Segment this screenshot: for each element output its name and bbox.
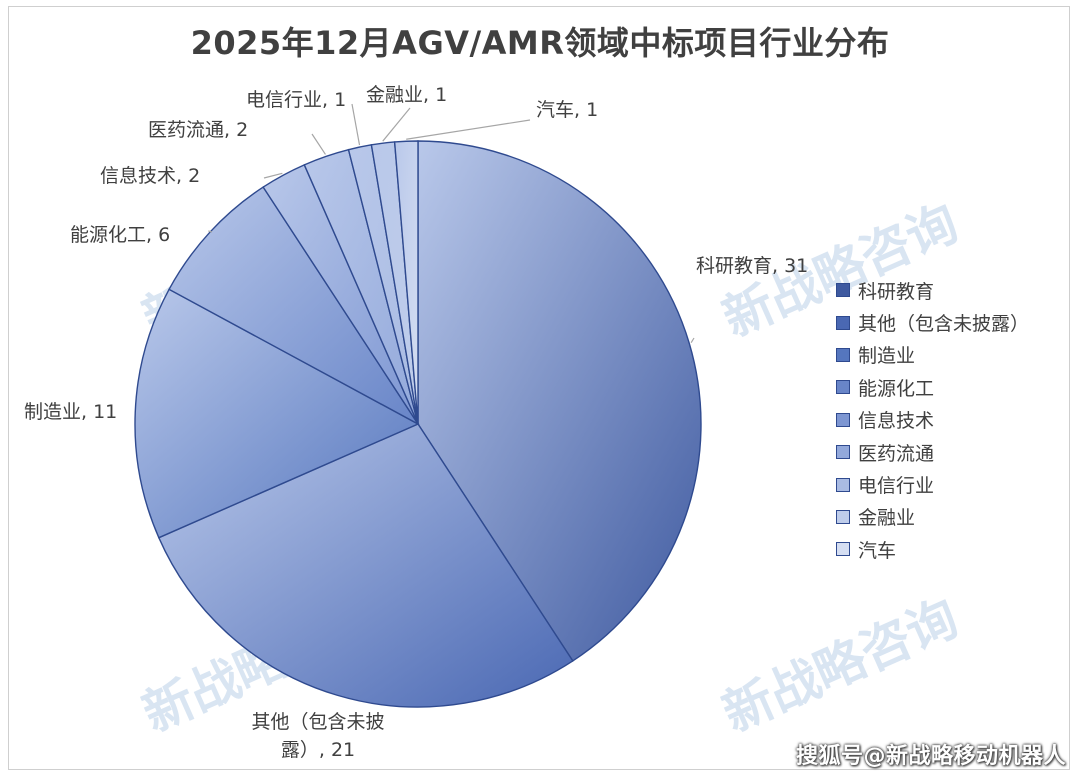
legend-item: 科研教育 <box>836 274 1066 306</box>
data-label-8: 汽车, 1 <box>536 99 598 121</box>
legend-label: 制造业 <box>858 345 916 368</box>
legend-swatch <box>836 412 850 427</box>
leader-line-8 <box>406 119 531 140</box>
data-label-2: 制造业, 11 <box>24 401 117 423</box>
legend-item: 金融业 <box>836 501 1066 533</box>
legend-label: 科研教育 <box>858 280 935 303</box>
legend-label: 医药流通 <box>858 442 935 465</box>
legend-item: 能源化工 <box>836 371 1066 403</box>
pie-slice-1 <box>157 423 574 708</box>
legend-swatch <box>836 477 850 492</box>
legend-label: 能源化工 <box>858 377 935 400</box>
legend-label: 电信行业 <box>858 475 935 498</box>
data-label-5: 医药流通, 2 <box>148 119 248 141</box>
legend-item: 医药流通 <box>836 436 1066 468</box>
legend-swatch <box>836 283 850 298</box>
legend-item: 信息技术 <box>836 404 1066 436</box>
leader-line-5 <box>311 133 326 155</box>
data-label-4: 信息技术, 2 <box>100 165 200 187</box>
legend-label: 信息技术 <box>858 410 935 433</box>
legend-swatch <box>836 445 850 460</box>
data-label-3: 能源化工, 6 <box>70 224 170 246</box>
legend-label: 汽车 <box>858 539 897 562</box>
data-label-0: 科研教育, 31 <box>696 255 808 277</box>
data-label-6: 电信行业, 1 <box>246 89 346 111</box>
leader-line-0 <box>690 337 695 343</box>
leader-line-7 <box>382 107 411 142</box>
legend-label: 金融业 <box>858 507 916 530</box>
pie-slice-8 <box>393 140 419 425</box>
legend-swatch <box>836 509 850 524</box>
legend-swatch <box>836 347 850 362</box>
legend-swatch <box>836 315 850 330</box>
legend-swatch <box>836 380 850 395</box>
pie-slice-2 <box>134 288 420 539</box>
chart-legend: 科研教育其他（包含未披露） 制造业能源化工信息技术医药流通电信行业金融业汽车 <box>836 274 1066 566</box>
leader-line-6 <box>351 103 361 146</box>
footer-credit: 搜狐号@新战略移动机器人 <box>795 744 1066 769</box>
legend-item: 其他（包含未披露） <box>836 306 1066 338</box>
legend-item: 汽车 <box>836 533 1066 565</box>
chart-title: 2025年12月AGV/AMR领域中标项目行业分布 <box>190 24 890 62</box>
pie-slice-0 <box>417 140 702 662</box>
legend-item: 电信行业 <box>836 468 1066 500</box>
pie-slice-3 <box>168 186 419 425</box>
legend-item: 制造业 <box>836 339 1066 371</box>
data-label-7: 金融业, 1 <box>366 84 447 106</box>
legend-label: 其他（包含未披露） <box>858 313 1030 336</box>
leader-line-4 <box>263 172 283 179</box>
data-label-1: 其他（包含未披露）, 21 <box>251 711 384 761</box>
leader-line-3 <box>208 230 213 233</box>
legend-swatch <box>836 542 850 557</box>
